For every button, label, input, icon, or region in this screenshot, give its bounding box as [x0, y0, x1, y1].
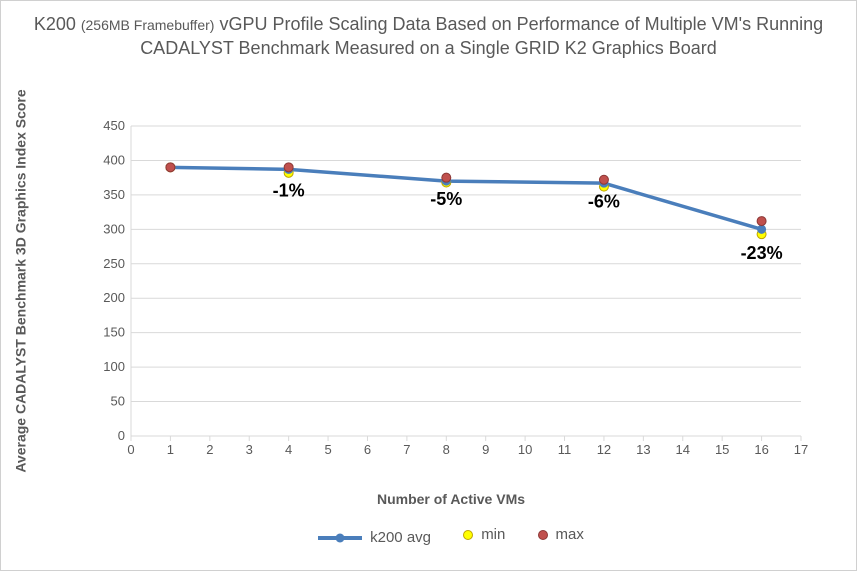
- annotation-label: -23%: [741, 243, 783, 263]
- y-tick-label: 450: [103, 118, 125, 133]
- x-tick-label: 11: [558, 442, 572, 457]
- chart-title: K200 (256MB Framebuffer) vGPU Profile Sc…: [1, 1, 856, 69]
- x-tick-label: 1: [167, 442, 174, 457]
- x-tick-label: 6: [364, 442, 371, 457]
- y-tick-label: 400: [103, 152, 125, 167]
- x-tick-label: 2: [206, 442, 213, 457]
- y-tick-label: 100: [103, 359, 125, 374]
- annotation-label: -5%: [430, 189, 462, 209]
- marker-max: [166, 163, 175, 172]
- legend-item-min: min: [463, 526, 505, 543]
- chart-container: K200 (256MB Framebuffer) vGPU Profile Sc…: [0, 0, 857, 571]
- legend-item-max: max: [538, 526, 584, 543]
- x-tick-label: 14: [676, 442, 690, 457]
- marker-max: [757, 217, 766, 226]
- marker-max: [442, 173, 451, 182]
- y-tick-label: 50: [111, 394, 125, 409]
- title-part-c: vGPU Profile Scaling Data Based on Perfo…: [140, 14, 823, 58]
- marker-max: [284, 163, 293, 172]
- annotation-label: -6%: [588, 191, 620, 211]
- legend-dot-max-icon: [538, 530, 548, 540]
- legend-label-min: min: [481, 526, 505, 543]
- x-tick-label: 5: [324, 442, 331, 457]
- y-tick-label: 0: [118, 428, 125, 443]
- legend-label-avg: k200 avg: [370, 529, 431, 546]
- y-tick-label: 250: [103, 256, 125, 271]
- x-tick-label: 17: [794, 442, 808, 457]
- x-tick-label: 7: [403, 442, 410, 457]
- y-tick-label: 150: [103, 325, 125, 340]
- title-part-b: (256MB Framebuffer): [81, 17, 215, 33]
- y-tick-label: 200: [103, 290, 125, 305]
- plot-svg: 0501001502002503003504004500123456789101…: [91, 116, 811, 466]
- legend: k200 avg min max: [91, 526, 811, 546]
- marker-avg: [757, 225, 766, 234]
- legend-label-max: max: [556, 526, 584, 543]
- x-tick-label: 8: [443, 442, 450, 457]
- x-axis-label: Number of Active VMs: [91, 491, 811, 507]
- plot-area: 0501001502002503003504004500123456789101…: [91, 116, 811, 466]
- legend-line-sample-icon: [318, 536, 362, 540]
- legend-item-avg: k200 avg: [318, 529, 431, 546]
- title-part-a: K200: [34, 14, 81, 34]
- annotation-label: -1%: [273, 180, 305, 200]
- x-tick-label: 3: [246, 442, 253, 457]
- x-tick-label: 13: [636, 442, 650, 457]
- y-tick-label: 300: [103, 221, 125, 236]
- x-tick-label: 16: [754, 442, 768, 457]
- series-line-avg: [170, 167, 761, 229]
- y-axis-label-text: Average CADALYST Benchmark 3D Graphics I…: [13, 89, 29, 472]
- x-tick-label: 10: [518, 442, 532, 457]
- x-tick-label: 12: [597, 442, 611, 457]
- marker-max: [599, 175, 608, 184]
- y-tick-label: 350: [103, 187, 125, 202]
- y-axis-label: Average CADALYST Benchmark 3D Graphics I…: [9, 111, 33, 451]
- x-tick-label: 0: [127, 442, 134, 457]
- legend-dot-min-icon: [463, 530, 473, 540]
- x-tick-label: 4: [285, 442, 292, 457]
- x-tick-label: 9: [482, 442, 489, 457]
- x-tick-label: 15: [715, 442, 729, 457]
